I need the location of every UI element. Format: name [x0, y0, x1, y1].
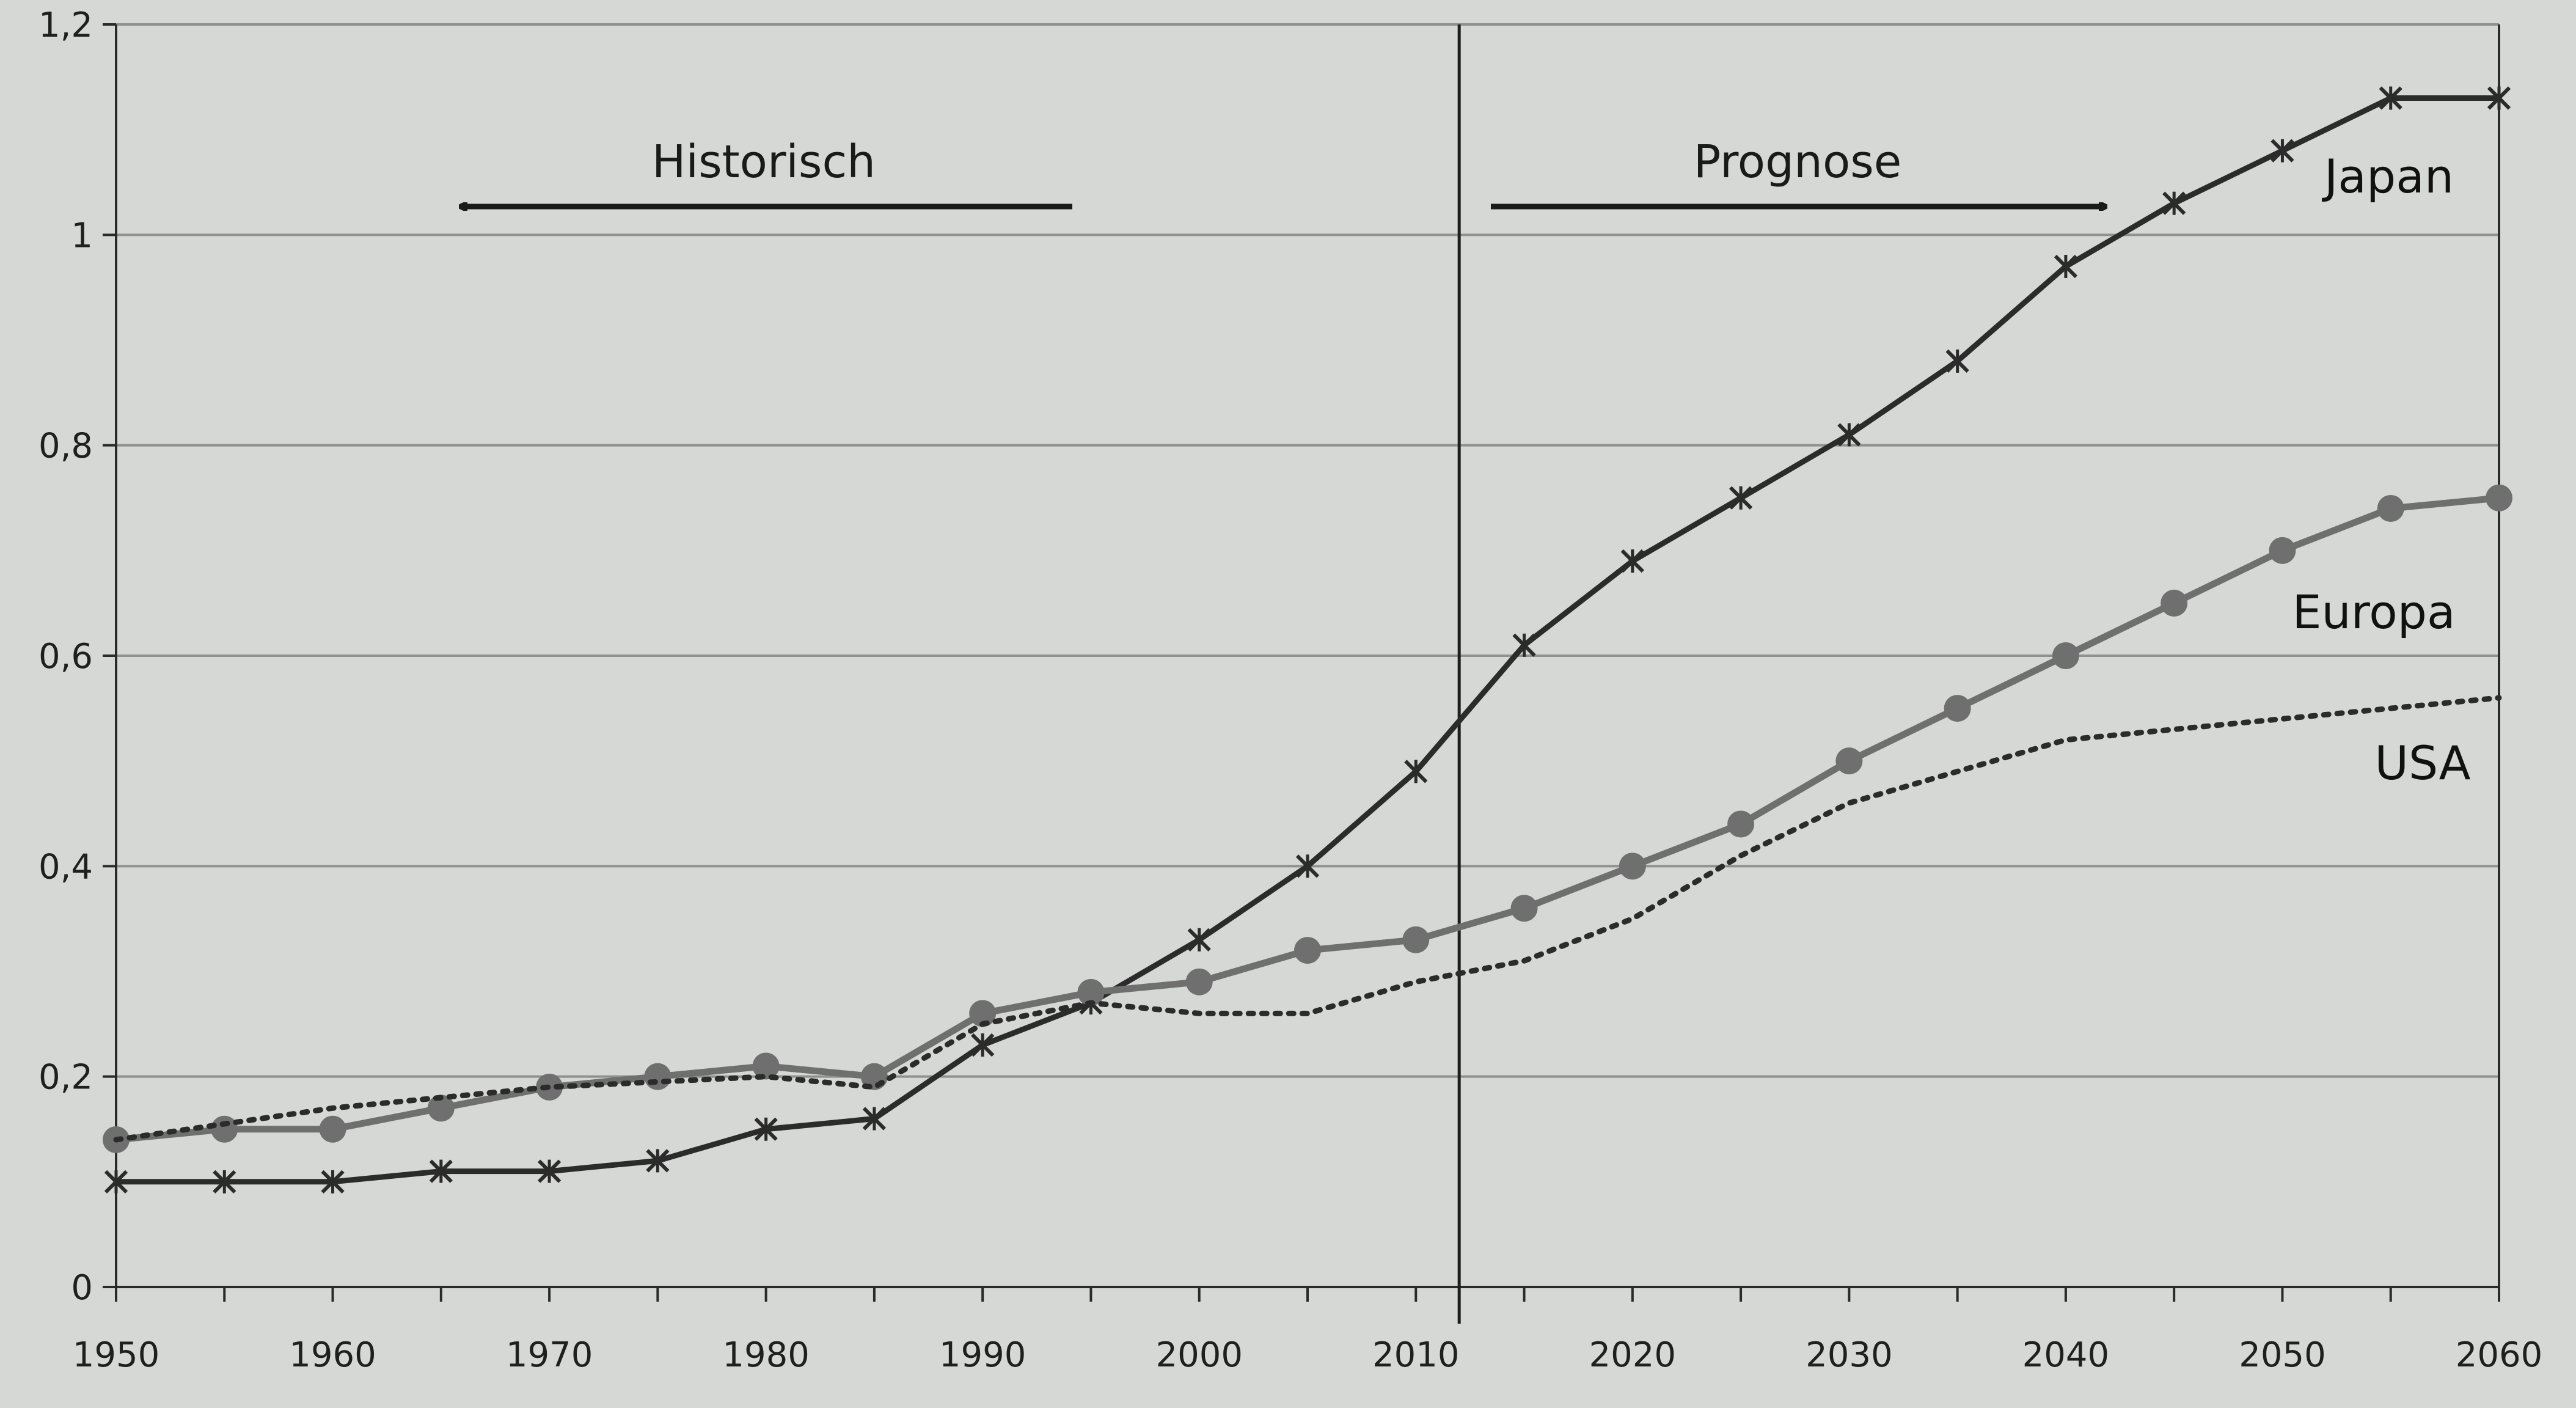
y-tick-label: 1	[71, 216, 93, 255]
data-point-europa	[319, 1115, 346, 1143]
data-point-japan	[104, 1170, 128, 1194]
data-point-europa	[644, 1063, 671, 1090]
series-label-japan: Japan	[2322, 149, 2454, 204]
y-tick-label: 0,6	[38, 637, 93, 676]
axis-layer: 0 0,2 0,4 0,6 0,8 1 1,2 1950 1960 1970 1980 1990 200…	[38, 6, 2542, 1375]
x-tick-label: 1960	[289, 1335, 376, 1375]
x-tick-label: 1980	[722, 1335, 810, 1375]
x-tick-label: 1990	[939, 1335, 1026, 1375]
x-tick-label: 2050	[2239, 1335, 2326, 1375]
x-tick-label: 2020	[1589, 1335, 1677, 1375]
data-point-europa	[2269, 537, 2296, 564]
data-point-europa	[1510, 895, 1538, 922]
data-point-europa	[1402, 926, 1430, 953]
data-point-japan	[2162, 191, 2186, 215]
data-point-europa	[2486, 484, 2512, 512]
forecast-region-label: Prognose	[1694, 136, 1902, 188]
data-point-japan	[1945, 349, 1969, 373]
x-tick-label: 2040	[2022, 1335, 2110, 1375]
data-point-japan	[429, 1159, 453, 1183]
data-point-europa	[1619, 853, 1646, 880]
data-point-japan	[1837, 423, 1861, 447]
data-point-europa	[2377, 494, 2404, 522]
x-tick-label: 2030	[1806, 1335, 1893, 1375]
y-tick-label: 1,2	[38, 6, 93, 45]
region-layer: Historisch Prognose	[461, 136, 2105, 207]
y-tick-label: 0	[71, 1268, 93, 1308]
data-point-japan	[2054, 254, 2078, 279]
data-point-japan	[1295, 854, 1320, 878]
x-tick-label: 1970	[506, 1335, 593, 1375]
data-point-japan	[1729, 486, 1753, 510]
data-point-europa	[427, 1094, 455, 1122]
y-tick-label: 0,2	[38, 1058, 93, 1098]
data-point-japan	[1404, 760, 1428, 783]
data-point-japan	[213, 1170, 236, 1194]
x-tick-label: 2000	[1155, 1335, 1243, 1375]
series-label-layer: Japan Europa USA	[2292, 149, 2470, 790]
data-point-japan	[1512, 633, 1536, 657]
historical-region-label: Historisch	[652, 136, 876, 188]
data-point-japan	[754, 1117, 778, 1141]
data-point-japan	[2270, 139, 2294, 163]
data-point-europa	[969, 1000, 997, 1027]
series-line-usa	[113, 695, 2502, 1143]
data-point-japan	[2379, 86, 2402, 110]
data-point-europa	[1835, 747, 1863, 775]
data-point-japan	[646, 1149, 670, 1173]
data-point-japan	[321, 1170, 345, 1194]
data-point-japan	[1187, 928, 1211, 952]
data-point-europa	[1077, 978, 1105, 1006]
data-point-europa	[1185, 968, 1213, 996]
data-point-europa	[2052, 642, 2079, 669]
data-point-europa	[752, 1052, 780, 1080]
data-point-europa	[211, 1115, 238, 1143]
data-point-europa	[1944, 695, 1971, 722]
data-point-japan	[971, 1033, 995, 1057]
series-layer	[103, 86, 2512, 1194]
data-point-europa	[1727, 810, 1755, 838]
data-point-japan	[862, 1107, 887, 1131]
y-tick-label: 0,4	[38, 847, 93, 887]
data-point-japan	[537, 1159, 562, 1183]
data-point-japan	[2487, 86, 2511, 110]
data-point-japan	[1620, 549, 1644, 573]
data-point-europa	[1294, 937, 1321, 964]
series-label-usa: USA	[2374, 736, 2470, 790]
series-label-europa: Europa	[2292, 585, 2455, 639]
x-tick-label: 2010	[1372, 1335, 1460, 1375]
y-tick-label: 0,8	[38, 427, 93, 466]
x-tick-label: 1950	[73, 1335, 160, 1375]
data-point-europa	[2161, 589, 2188, 617]
x-tick-label: 2060	[2456, 1335, 2543, 1375]
